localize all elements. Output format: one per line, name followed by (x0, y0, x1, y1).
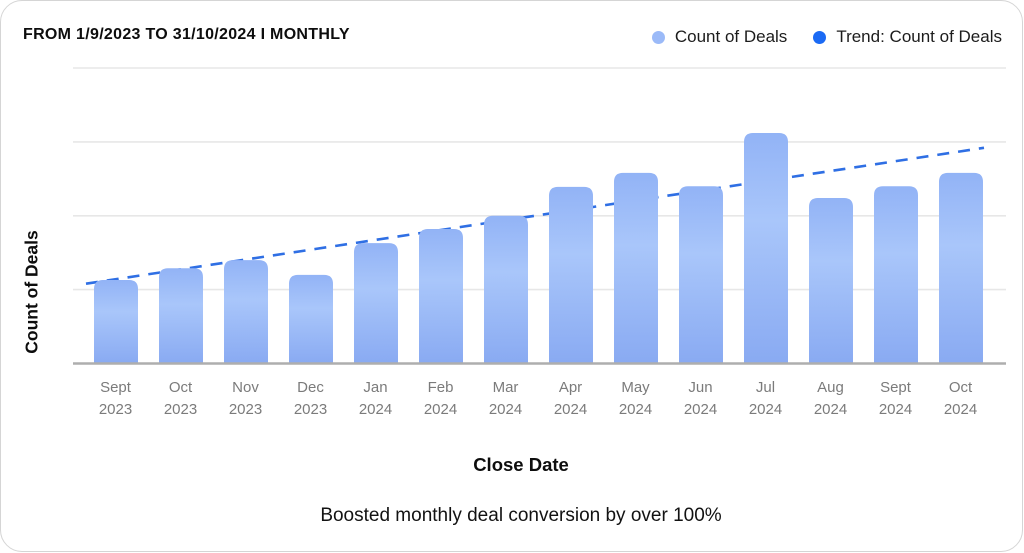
x-axis-tick: Jul 2024 (748, 379, 783, 418)
legend-dot-light-blue-icon (651, 30, 665, 44)
bar-aug-2024[interactable] (809, 198, 853, 364)
bar-oct-2024[interactable] (939, 172, 983, 364)
x-axis-tick: Nov 2023 (228, 379, 263, 418)
legend-item-count-of-deals[interactable]: Count of Deals (651, 27, 788, 47)
legend-label: Trend: Count of Deals (836, 27, 1002, 46)
bar-apr-2024[interactable] (549, 186, 593, 364)
x-axis-tick: Apr 2024 (553, 379, 588, 418)
x-axis-tick: Jun 2024 (683, 379, 718, 418)
legend: Count of Deals Trend: Count of Deals (651, 27, 1002, 47)
x-axis-tick: Sept 2024 (878, 379, 913, 418)
bar-feb-2024[interactable] (419, 229, 463, 364)
bar-mar-2024[interactable] (484, 215, 528, 364)
bar-may-2024[interactable] (614, 172, 658, 364)
bar-sept-2024[interactable] (874, 186, 918, 364)
x-axis-tick: Oct 2023 (163, 379, 198, 418)
x-axis-tick: Mar 2024 (488, 379, 523, 418)
x-axis-tick: Oct 2024 (943, 379, 978, 418)
date-range-subtitle: FROM 1/9/2023 TO 31/10/2024 I MONTHLY (23, 26, 350, 43)
bar-sept-2023[interactable] (94, 280, 138, 364)
bar-jun-2024[interactable] (679, 186, 723, 364)
bar-oct-2023[interactable] (159, 268, 203, 364)
x-axis-tick: May 2024 (618, 379, 653, 418)
x-axis-tick: Jan 2024 (358, 379, 393, 418)
x-axis-tick-labels: Sept 2023 Oct 2023 Nov 2023 Dec 2023 Jan 2024 Feb 2… (83, 377, 993, 421)
x-axis-tick: Dec 2023 (293, 379, 328, 418)
bar-dec-2023[interactable] (289, 274, 333, 364)
legend-dot-dark-blue-icon (813, 30, 827, 44)
bar-nov-2023[interactable] (224, 260, 268, 364)
bar-jul-2024[interactable] (744, 133, 788, 364)
x-axis-title: Close Date (473, 454, 569, 475)
legend-label: Count of Deals (674, 27, 788, 46)
x-axis-tick: Feb 2024 (423, 379, 458, 418)
bar-jan-2024[interactable] (354, 243, 398, 364)
legend-item-trend-count-of-deals[interactable]: Trend: Count of Deals (813, 27, 1002, 47)
chart-caption: Boosted monthly deal conversion by over … (320, 505, 722, 526)
x-axis-tick: Aug 2024 (813, 379, 848, 418)
x-axis-tick: Sept 2023 (98, 379, 133, 418)
